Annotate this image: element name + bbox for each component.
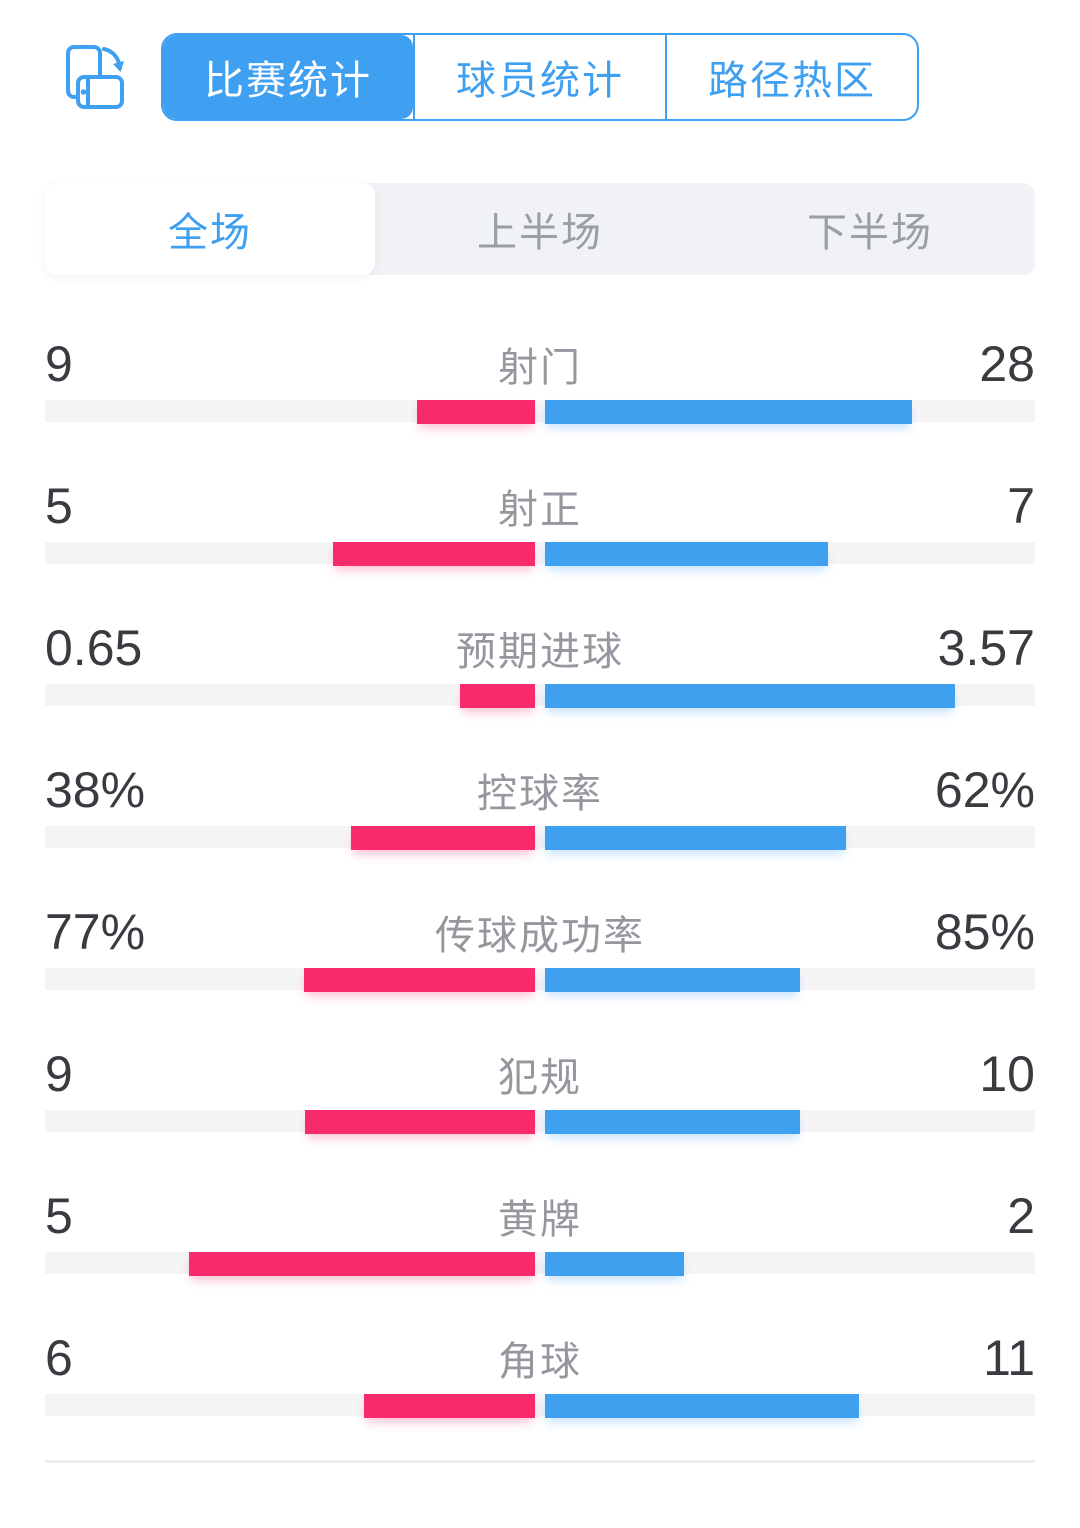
stat-label: 射正 [498,488,582,532]
tab-path-heatmap[interactable]: 路径热区 [665,35,917,119]
stat-text-line: 0.65 预期进球 3.57 [45,622,1035,674]
home-bar [350,826,535,850]
match-stats-page: 比赛统计 球员统计 路径热区 全场 上半场 下半场 9 射门 28 5 射正 7 [0,33,1080,1463]
stat-row: 6 角球 11 [45,1332,1035,1418]
stat-label: 黄牌 [498,1198,582,1242]
away-bar [545,1394,859,1418]
rotate-screen-icon[interactable] [55,39,131,115]
home-bar [188,1252,535,1276]
stat-row: 5 射正 7 [45,480,1035,566]
stat-text-line: 5 射正 7 [45,480,1035,532]
away-bar [545,1110,801,1134]
stat-bar-track [45,968,1035,992]
stat-bar-track [45,542,1035,566]
stat-label: 控球率 [477,772,603,816]
stat-row: 38% 控球率 62% [45,764,1035,850]
away-value: 11 [983,1330,1035,1386]
away-value: 85% [934,904,1035,960]
stat-label: 预期进球 [456,630,624,674]
stat-row: 0.65 预期进球 3.57 [45,622,1035,708]
away-value: 2 [1007,1188,1035,1244]
home-bar [417,400,535,424]
stat-row: 77% 传球成功率 85% [45,906,1035,992]
home-value: 0.65 [45,620,143,676]
tab-player-stats[interactable]: 球员统计 [413,35,665,119]
away-bar [545,400,913,424]
rotate-screen-icon-svg [66,45,124,109]
home-value: 38% [45,762,146,818]
stat-text-line: 6 角球 11 [45,1332,1035,1384]
stat-text-line: 5 黄牌 2 [45,1190,1035,1242]
away-bar [545,684,956,708]
home-value: 6 [45,1330,73,1386]
away-value: 3.57 [937,620,1035,676]
home-value: 5 [45,478,73,534]
away-value: 28 [979,336,1035,392]
home-bar [305,1110,535,1134]
segment-second-half[interactable]: 下半场 [807,211,933,255]
stat-bar-track [45,1110,1035,1134]
tab-match-stats[interactable]: 比赛统计 [163,35,413,119]
stat-text-line: 9 射门 28 [45,338,1035,390]
period-segmented-control: 全场 上半场 下半场 [45,183,1035,275]
home-value: 9 [45,1046,73,1102]
away-value: 7 [1007,478,1035,534]
home-value: 5 [45,1188,73,1244]
home-value: 77% [45,904,146,960]
away-value: 62% [934,762,1035,818]
stat-label: 传球成功率 [435,914,645,958]
stat-label: 角球 [498,1340,582,1384]
home-bar [332,542,535,566]
stat-bar-track [45,1252,1035,1276]
home-bar [460,684,535,708]
stat-text-line: 38% 控球率 62% [45,764,1035,816]
stat-bar-track [45,1394,1035,1418]
segment-full-match[interactable]: 全场 [45,183,375,275]
segment-first-half[interactable]: 上半场 [477,211,603,255]
away-bar [545,968,800,992]
stat-bar-track [45,400,1035,424]
away-bar [545,1252,684,1276]
stats-list: 9 射门 28 5 射正 7 0.65 预期进球 3.57 [45,338,1035,1418]
stat-label: 犯规 [498,1056,582,1100]
stat-text-line: 77% 传球成功率 85% [45,906,1035,958]
stat-bar-track [45,684,1035,708]
stat-row: 5 黄牌 2 [45,1190,1035,1276]
away-bar [545,826,846,850]
stat-row: 9 犯规 10 [45,1048,1035,1134]
stat-row: 9 射门 28 [45,338,1035,424]
bottom-divider [45,1460,1035,1463]
header: 比赛统计 球员统计 路径热区 [45,33,1035,121]
away-bar [545,542,828,566]
home-bar [304,968,535,992]
stats-tab-group: 比赛统计 球员统计 路径热区 [161,33,919,121]
home-value: 9 [45,336,73,392]
stat-label: 射门 [498,346,582,390]
stat-bar-track [45,826,1035,850]
home-bar [363,1394,535,1418]
stat-text-line: 9 犯规 10 [45,1048,1035,1100]
away-value: 10 [979,1046,1035,1102]
